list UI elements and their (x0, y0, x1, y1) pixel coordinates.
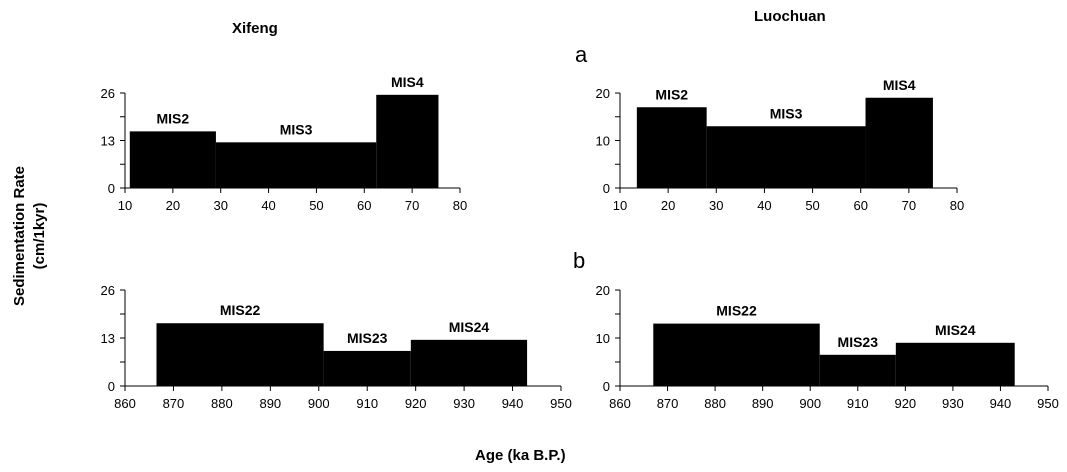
luochuan-a-bar-mis4 (865, 97, 933, 188)
luochuan-a-label-mis4: MIS4 (883, 77, 916, 93)
luochuan-a-bar-mis3 (706, 126, 866, 188)
luochuan-b-y-tick-label: 10 (596, 331, 610, 346)
title-luochuan: Luochuan (754, 8, 826, 25)
luochuan-b-x-tick-label: 880 (704, 396, 726, 411)
xifeng-a-label-mis3: MIS3 (280, 121, 313, 137)
xifeng-b-label-mis22: MIS22 (220, 302, 261, 318)
xifeng-a-x-tick-label: 30 (213, 198, 227, 213)
luochuan-b-x-tick-label: 940 (990, 396, 1012, 411)
luochuan-b-y-tick-label: 20 (596, 283, 610, 298)
xifeng-a-x-tick-label: 10 (118, 198, 132, 213)
luochuan-a-x-tick-label: 70 (902, 198, 916, 213)
xifeng-a-x-tick-label: 20 (166, 198, 180, 213)
x-axis-label: Age (ka B.P.) (475, 447, 566, 464)
xifeng-a-x-tick-label: 70 (405, 198, 419, 213)
xifeng-b-bar-mis24 (410, 339, 528, 386)
xifeng-a-bar-mis4 (376, 94, 439, 188)
luochuan-a-y-tick-label: 20 (596, 86, 610, 101)
xifeng-b-y-tick-label: 0 (108, 379, 115, 394)
luochuan-b-x-tick-label: 910 (847, 396, 869, 411)
xifeng-a-x-tick-label: 80 (453, 198, 467, 213)
luochuan-b-bar-mis23 (819, 354, 896, 386)
xifeng-a-label-mis2: MIS2 (157, 110, 190, 126)
xifeng-b-bar-mis22 (156, 323, 324, 386)
xifeng-b-y-tick-label: 13 (101, 331, 115, 346)
luochuan-b-x-tick-label: 860 (609, 396, 631, 411)
luochuan-a-x-tick-label: 80 (950, 198, 964, 213)
luochuan-a-x-tick-label: 40 (757, 198, 771, 213)
luochuan-b-bar-mis22 (653, 323, 820, 386)
xifeng-a-y-tick-label: 0 (108, 181, 115, 196)
luochuan-a-x-tick-label: 50 (805, 198, 819, 213)
panel-label-a: a (575, 42, 588, 67)
xifeng-b-x-tick-label: 920 (405, 396, 427, 411)
luochuan-a-x-tick-label: 30 (709, 198, 723, 213)
xifeng-a-y-tick-label: 26 (101, 86, 115, 101)
xifeng-b-x-tick-label: 900 (308, 396, 330, 411)
luochuan-a-label-mis2: MIS2 (655, 86, 688, 102)
xifeng-b-x-tick-label: 950 (550, 396, 572, 411)
xifeng-b-x-tick-label: 940 (502, 396, 524, 411)
panel-label-b: b (573, 248, 586, 273)
xifeng-b-x-tick-label: 860 (114, 396, 136, 411)
xifeng-a-x-tick-label: 60 (357, 198, 371, 213)
luochuan-b-x-tick-label: 930 (942, 396, 964, 411)
luochuan-a-x-tick-label: 60 (853, 198, 867, 213)
luochuan-a-label-mis3: MIS3 (770, 105, 803, 121)
xifeng-b-x-tick-label: 930 (453, 396, 475, 411)
xifeng-b-x-tick-label: 870 (163, 396, 185, 411)
xifeng-a-bar-mis2 (129, 131, 216, 188)
luochuan-b-label-mis23: MIS23 (838, 334, 879, 350)
xifeng-a-x-tick-label: 40 (261, 198, 275, 213)
luochuan-b-label-mis22: MIS22 (716, 303, 757, 319)
xifeng-a-x-tick-label: 50 (309, 198, 323, 213)
luochuan-a-x-tick-label: 10 (613, 198, 627, 213)
luochuan-b-x-tick-label: 950 (1037, 396, 1059, 411)
luochuan-a-y-tick-label: 10 (596, 134, 610, 149)
xifeng-b-x-tick-label: 880 (211, 396, 233, 411)
xifeng-b-bar-mis23 (323, 350, 411, 386)
xifeng-a-y-tick-label: 13 (101, 134, 115, 149)
luochuan-a-x-tick-label: 20 (661, 198, 675, 213)
luochuan-b-label-mis24: MIS24 (935, 322, 976, 338)
xifeng-b-label-mis23: MIS23 (347, 330, 388, 346)
xifeng-b-y-tick-label: 26 (101, 283, 115, 298)
luochuan-b-x-tick-label: 870 (657, 396, 679, 411)
xifeng-b-x-tick-label: 890 (259, 396, 281, 411)
luochuan-b-bar-mis24 (895, 342, 1015, 386)
luochuan-b-x-tick-label: 890 (752, 396, 774, 411)
luochuan-b-y-tick-label: 0 (603, 379, 610, 394)
xifeng-b-label-mis24: MIS24 (449, 319, 490, 335)
luochuan-b-x-tick-label: 920 (894, 396, 916, 411)
luochuan-a-bar-mis2 (636, 107, 707, 188)
luochuan-b-x-tick-label: 900 (799, 396, 821, 411)
xifeng-a-bar-mis3 (215, 142, 377, 188)
xifeng-b-x-tick-label: 910 (356, 396, 378, 411)
luochuan-a-y-tick-label: 0 (603, 181, 610, 196)
xifeng-a-label-mis4: MIS4 (391, 74, 424, 90)
title-xifeng: Xifeng (232, 20, 278, 37)
